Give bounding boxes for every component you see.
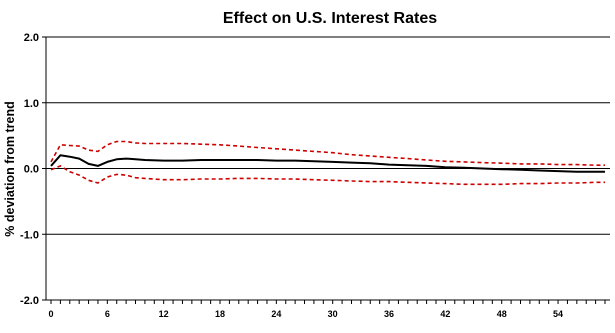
x-tick-labels: 0 6 12 18 24 30 36 42 48 54 bbox=[48, 309, 563, 319]
y-tick-labels: 2.0 1.0 0.0 -1.0 -2.0 bbox=[20, 32, 39, 307]
y-tick-label: 1.0 bbox=[24, 98, 39, 110]
y-tick-label: -1.0 bbox=[20, 229, 39, 241]
series-line-estimate bbox=[50, 154, 605, 173]
x-tick-label: 18 bbox=[215, 309, 225, 319]
x-tick-label: 42 bbox=[440, 309, 450, 319]
y-axis-label: % deviation from trend bbox=[3, 101, 17, 236]
y-tick-label: -2.0 bbox=[20, 295, 39, 307]
y-tick-label: 0.0 bbox=[24, 164, 39, 176]
y-tick-label: 2.0 bbox=[24, 32, 39, 44]
x-tick-label: 48 bbox=[497, 309, 507, 319]
x-tick-label: 30 bbox=[328, 309, 338, 319]
x-tick-label: 6 bbox=[105, 309, 110, 319]
chart-title: Effect on U.S. Interest Rates bbox=[223, 10, 437, 27]
axes bbox=[42, 36, 610, 304]
x-tick-label: 36 bbox=[384, 309, 394, 319]
x-tick-label: 54 bbox=[553, 309, 563, 319]
x-tick-label: 12 bbox=[159, 309, 169, 319]
x-tick-label: 0 bbox=[48, 309, 53, 319]
gridlines bbox=[46, 36, 610, 235]
series-lines bbox=[50, 140, 605, 186]
x-tick-label: 24 bbox=[271, 309, 281, 319]
series-line-confidence-band bbox=[50, 140, 605, 166]
